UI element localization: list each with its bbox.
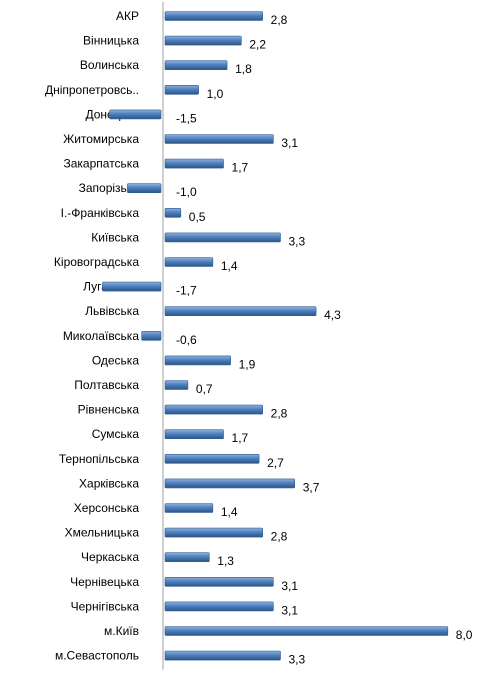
value-label: 3,1 [281,603,298,617]
value-label: 3,3 [288,653,305,667]
bar [164,355,231,366]
category-label: Полтавська [74,378,139,392]
category-label: Сумська [92,427,140,441]
category-label: Запорізька [79,181,140,195]
bar [109,109,162,120]
value-label: 1,8 [235,62,252,76]
value-label: 2,8 [271,407,288,421]
category-label: Закарпатська [64,157,140,171]
category-label: м.Київ [104,624,139,638]
value-label: 3,1 [281,579,298,593]
bar [164,650,281,661]
category-label: Львівська [85,304,139,318]
bar [164,306,317,317]
category-label: Черкаська [81,550,139,564]
category-label: Хмельницька [65,526,140,540]
value-label: -1,7 [176,284,197,298]
value-label: 8,0 [456,628,473,642]
bar [164,601,274,612]
category-label: Чернівецька [70,575,139,589]
value-label: 1,4 [221,505,238,519]
category-label: Кіровоградська [54,255,139,269]
value-label: 2,8 [271,530,288,544]
value-label: 3,1 [281,136,298,150]
category-label: Волинська [80,58,140,72]
category-label: Харківська [79,476,139,490]
category-label: Херсонська [74,501,140,515]
value-label: 1,7 [232,161,249,175]
bar [164,527,263,538]
value-label: -1,5 [176,111,197,125]
bar [164,404,263,415]
category-label: АКР [116,9,139,23]
bar [164,478,296,489]
category-label: Одеська [92,353,140,367]
category-label: Чернігівська [71,599,140,613]
category-label: Тернопільська [59,452,139,466]
bar [164,232,281,243]
bar [164,257,214,267]
value-label: 2,7 [267,456,284,470]
bar [141,330,162,341]
bar [164,453,260,464]
value-label: 3,7 [303,480,320,494]
value-label: 2,8 [271,13,288,27]
bar [127,183,162,193]
bar [164,576,274,587]
bar [164,429,224,440]
bar [102,281,162,292]
value-label: 1,9 [239,357,256,371]
bar [164,380,189,390]
value-label: 1,0 [207,87,224,101]
value-label: -1,0 [176,185,197,199]
value-label: 4,3 [324,308,341,322]
bar [164,208,182,218]
bar [164,626,449,636]
category-label: Миколаївська [63,329,140,343]
category-label: Вінницька [83,34,139,48]
value-label: 1,4 [221,259,238,273]
category-label: Житомирська [63,132,139,146]
category-label: Київська [91,230,139,244]
category-label: Рівненська [78,403,140,417]
bar [164,134,274,144]
value-label: -0,6 [176,333,197,347]
value-label: 1,7 [232,431,249,445]
bar [164,552,210,563]
bar [164,85,199,95]
bar [164,11,263,21]
category-label: м.Севастополь [55,649,139,663]
category-label: Дніпропетровсь.. [45,83,139,97]
value-label: 0,7 [196,382,213,396]
value-label: 0,5 [189,210,206,224]
value-label: 3,3 [288,234,305,248]
bar [164,503,214,513]
bar [164,35,242,46]
category-label: І.-Франківська [61,206,140,220]
value-label: 1,3 [217,554,234,568]
value-label: 2,2 [249,38,266,52]
bar [164,158,224,169]
bar [164,60,228,71]
